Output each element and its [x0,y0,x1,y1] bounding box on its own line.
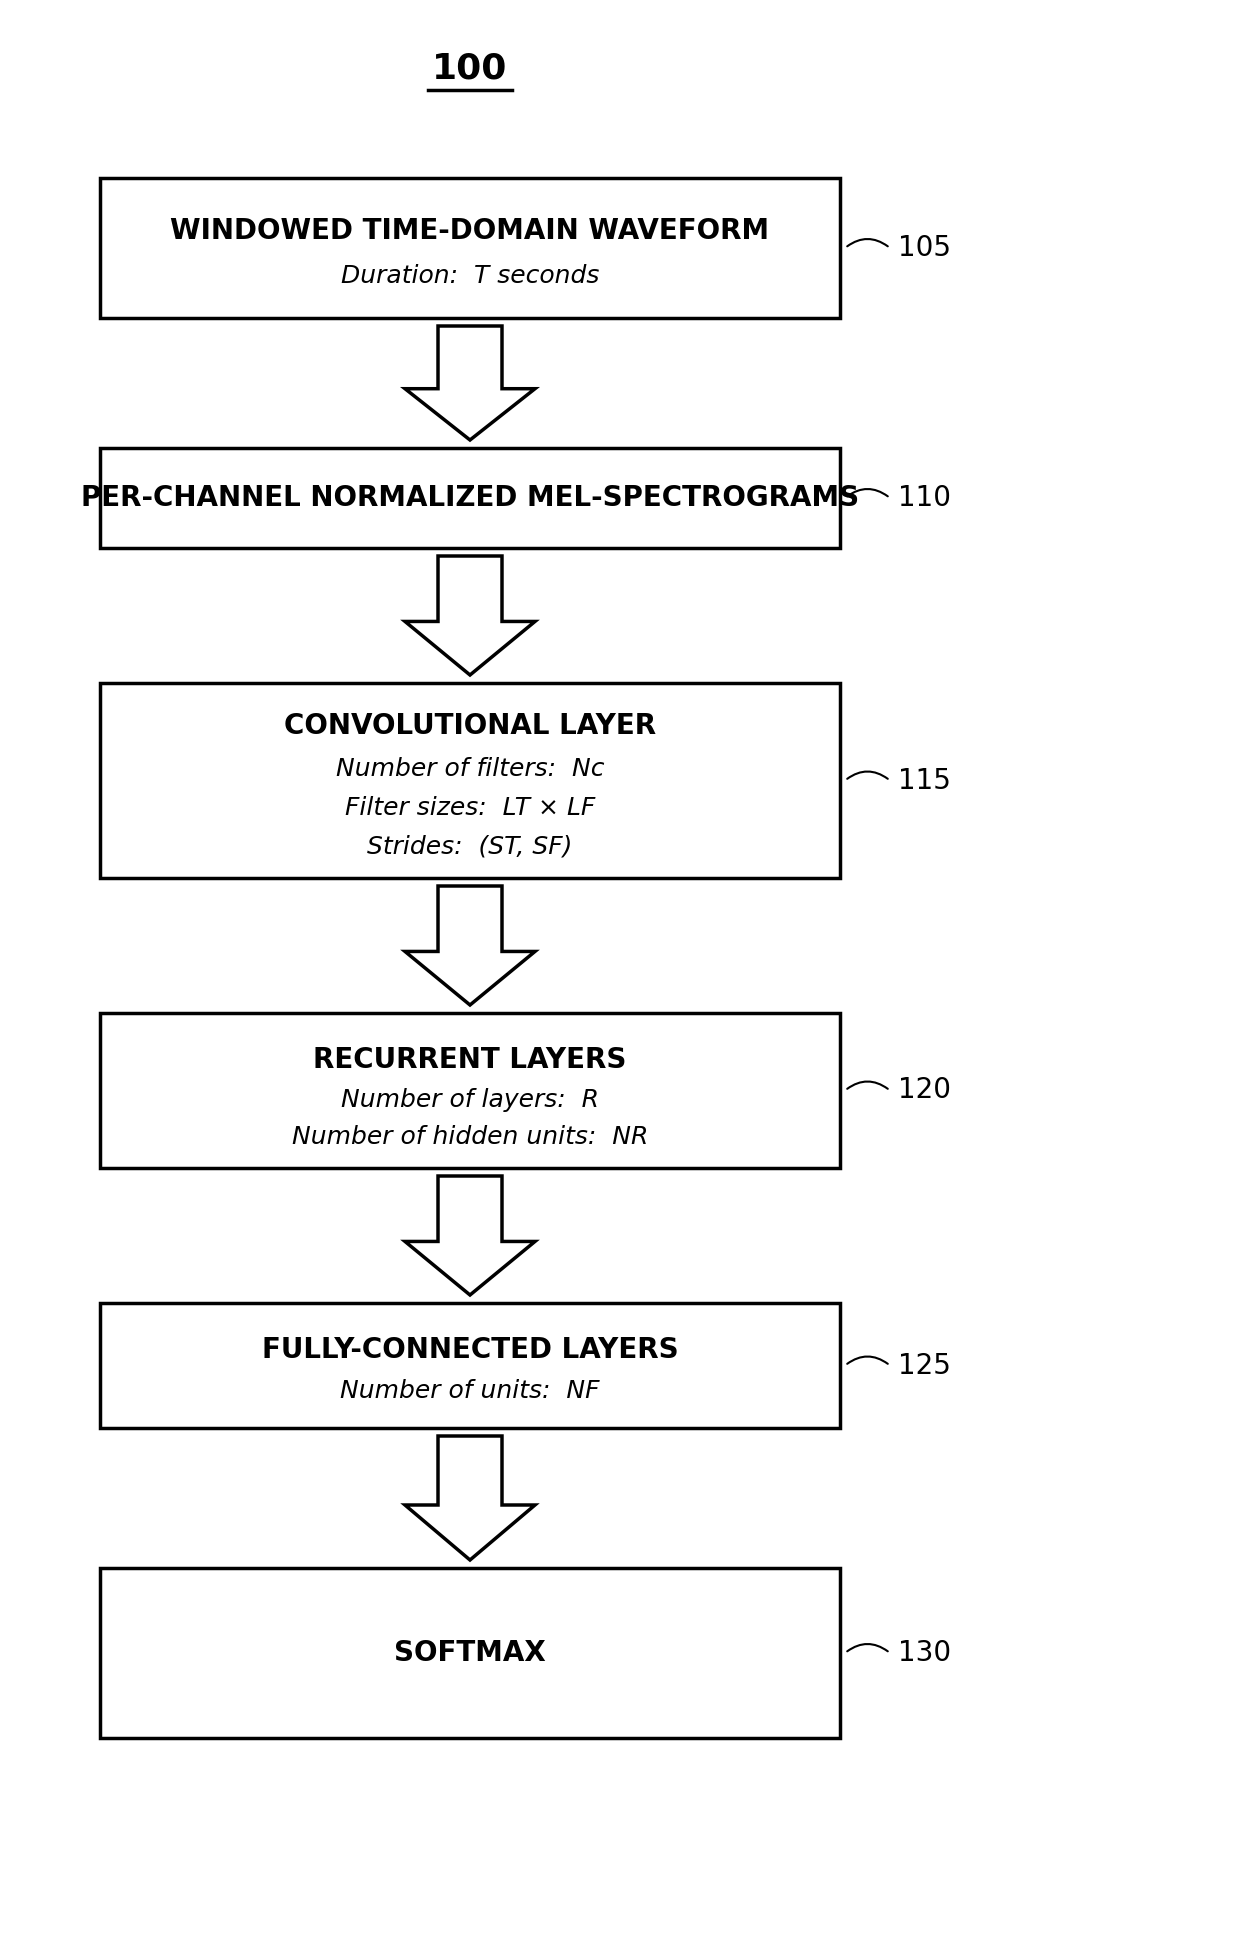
Polygon shape [405,886,534,1006]
Bar [100,682,839,878]
Text: 130: 130 [898,1640,951,1667]
Bar [100,448,839,548]
Polygon shape [405,1176,534,1295]
Text: 105: 105 [898,234,951,262]
Polygon shape [405,556,534,674]
Polygon shape [405,1436,534,1560]
Text: Duration:  T seconds: Duration: T seconds [341,264,599,289]
Bar [100,1302,839,1428]
Text: 100: 100 [433,50,507,85]
Text: CONVOLUTIONAL LAYER: CONVOLUTIONAL LAYER [284,711,656,740]
Text: 115: 115 [898,767,951,795]
Text: RECURRENT LAYERS: RECURRENT LAYERS [314,1045,626,1074]
Bar [100,1568,839,1738]
Text: 125: 125 [898,1351,951,1380]
Text: Strides:  (ST, SF): Strides: (ST, SF) [367,835,573,859]
Bar [100,178,839,318]
Text: WINDOWED TIME-DOMAIN WAVEFORM: WINDOWED TIME-DOMAIN WAVEFORM [170,217,770,246]
Bar [100,1014,839,1169]
Text: 120: 120 [898,1076,951,1105]
Text: SOFTMAX: SOFTMAX [394,1640,546,1667]
Text: Number of filters:  Nc: Number of filters: Nc [336,758,604,781]
Polygon shape [405,326,534,440]
Text: Filter sizes:  LT × LF: Filter sizes: LT × LF [345,797,595,820]
Text: Number of layers:  R: Number of layers: R [341,1087,599,1112]
Text: Number of units:  NF: Number of units: NF [340,1378,600,1403]
Text: Number of hidden units:  NR: Number of hidden units: NR [291,1124,649,1149]
Text: 110: 110 [898,484,951,512]
Text: PER-CHANNEL NORMALIZED MEL-SPECTROGRAMS: PER-CHANNEL NORMALIZED MEL-SPECTROGRAMS [81,484,859,512]
Text: FULLY-CONNECTED LAYERS: FULLY-CONNECTED LAYERS [262,1337,678,1364]
